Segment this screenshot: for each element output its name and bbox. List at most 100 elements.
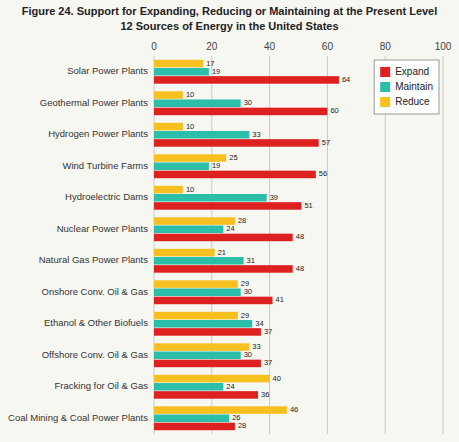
- bar: [154, 202, 301, 210]
- legend-label: Maintain: [395, 81, 433, 92]
- data-label: 48: [296, 232, 304, 241]
- bar: [154, 249, 215, 257]
- bar: [154, 123, 183, 131]
- data-label: 33: [252, 342, 260, 351]
- bar: [154, 186, 183, 194]
- data-label: 17: [206, 59, 214, 68]
- bar: [154, 280, 238, 288]
- legend: Expand Maintain Reduce: [374, 60, 439, 114]
- category-label: Solar Power Plants: [67, 65, 148, 76]
- category-label: Ethanol & Other Biofuels: [44, 317, 148, 328]
- data-label: 40: [273, 374, 281, 383]
- legend-frame: [374, 60, 439, 114]
- data-label: 30: [244, 98, 252, 107]
- bar: [154, 360, 261, 368]
- data-label: 26: [232, 413, 240, 422]
- data-label: 51: [304, 201, 312, 210]
- data-label: 56: [319, 169, 327, 178]
- bar: [154, 225, 223, 233]
- title: Figure 24. Support for Expanding, Reduci…: [22, 5, 438, 17]
- tick-label: 60: [322, 41, 334, 52]
- data-label: 39: [270, 193, 278, 202]
- data-label: 10: [186, 122, 194, 131]
- tick-label: 0: [151, 41, 157, 52]
- data-label: 19: [212, 161, 220, 170]
- data-label: 60: [330, 106, 338, 115]
- data-label: 37: [264, 358, 272, 367]
- bar: [154, 60, 203, 68]
- bar: [154, 312, 238, 320]
- category-label: Nuclear Power Plants: [57, 223, 149, 234]
- data-label: 10: [186, 90, 194, 99]
- bar: [154, 391, 258, 399]
- legend-swatch: [380, 67, 390, 77]
- bar: [154, 194, 267, 202]
- data-label: 28: [238, 421, 246, 430]
- legend-label: Reduce: [395, 96, 430, 107]
- category-label: Hydroelectric Dams: [65, 191, 148, 202]
- category-label: Natural Gas Power Plants: [39, 254, 149, 265]
- data-label: 30: [244, 287, 252, 296]
- bar: [154, 328, 261, 336]
- data-label: 41: [275, 295, 283, 304]
- category-label: Coal Mining & Coal Power Plants: [8, 412, 148, 423]
- bar: [154, 257, 244, 265]
- tick-label: 20: [206, 41, 218, 52]
- bar: [154, 99, 241, 107]
- subtitle: 12 Sources of Energy in the United State…: [120, 20, 338, 32]
- data-label: 19: [212, 67, 220, 76]
- data-label: 34: [255, 319, 263, 328]
- bar: [154, 297, 272, 305]
- data-label: 64: [342, 75, 350, 84]
- data-labels: 6460575651484841373736281930331939243130…: [186, 59, 350, 431]
- bar: [154, 91, 183, 99]
- tick-label: 100: [435, 41, 452, 52]
- bar: [154, 288, 241, 296]
- grid: [154, 56, 443, 434]
- bar: [154, 265, 293, 273]
- category-label: Offshore Conv. Oil & Gas: [42, 349, 149, 360]
- bar: [154, 375, 270, 383]
- x-axis-labels: 0 20 40 60 80 100: [151, 41, 452, 52]
- category-label: Hydrogen Power Plants: [48, 128, 148, 139]
- data-label: 21: [218, 248, 226, 257]
- bar: [154, 68, 209, 76]
- data-label: 24: [226, 382, 234, 391]
- bar: [154, 414, 229, 422]
- bar: [154, 423, 235, 431]
- bar: [154, 320, 252, 328]
- bar: [154, 343, 249, 351]
- bar: [154, 351, 241, 359]
- bar: [154, 162, 209, 170]
- bar: [154, 217, 235, 225]
- data-label: 25: [229, 153, 237, 162]
- data-label: 46: [290, 405, 298, 414]
- data-label: 28: [238, 216, 246, 225]
- data-label: 37: [264, 327, 272, 336]
- category-label: Fracking for Oil & Gas: [55, 380, 149, 391]
- bar: [154, 406, 287, 414]
- legend-label: Expand: [395, 66, 429, 77]
- data-label: 36: [261, 390, 269, 399]
- data-label: 29: [241, 279, 249, 288]
- tick-label: 80: [380, 41, 392, 52]
- data-label: 57: [322, 138, 330, 147]
- data-label: 29: [241, 311, 249, 320]
- bars: [154, 60, 339, 430]
- data-label: 24: [226, 224, 234, 233]
- bar: [154, 234, 293, 242]
- legend-swatch: [380, 97, 390, 107]
- data-label: 33: [252, 130, 260, 139]
- y-axis-labels: Solar Power Plants Geothermal Power Plant…: [8, 65, 148, 423]
- tick-label: 40: [264, 41, 276, 52]
- bar: [154, 108, 327, 116]
- bar: [154, 131, 249, 139]
- data-label: 30: [244, 350, 252, 359]
- data-label: 10: [186, 185, 194, 194]
- category-label: Onshore Conv. Oil & Gas: [42, 286, 149, 297]
- bar: [154, 76, 339, 84]
- data-label: 31: [247, 256, 255, 265]
- category-label: Geothermal Power Plants: [40, 97, 148, 108]
- grid-line: [443, 56, 444, 434]
- bar: [154, 139, 319, 147]
